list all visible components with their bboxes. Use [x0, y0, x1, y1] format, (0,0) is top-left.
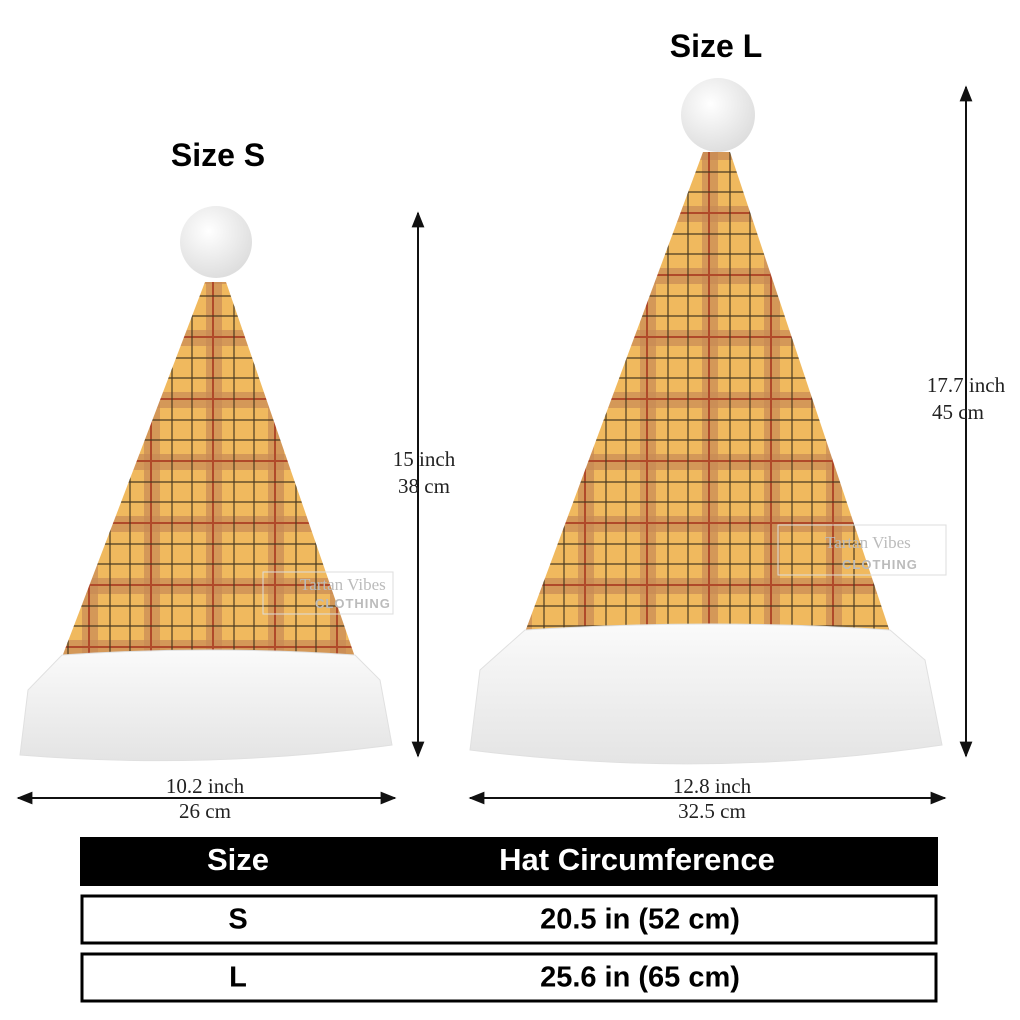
- size-table: Size Hat Circumference S 20.5 in (52 cm)…: [80, 837, 938, 1003]
- watermark-box: [262, 571, 394, 615]
- hat-cone: [62, 282, 355, 657]
- height-label: 17.7 inch: [927, 373, 1006, 397]
- width-label: 12.8 inch: [673, 774, 752, 798]
- table-cell: 25.6 in (65 cm): [540, 962, 740, 994]
- pompom: [681, 78, 755, 152]
- watermark: Tartan Vibes CLOTHING: [777, 524, 947, 576]
- table-header-cell: Hat Circumference: [499, 842, 775, 877]
- width-label: 26 cm: [179, 799, 231, 823]
- table-cell: 20.5 in (52 cm): [540, 904, 740, 936]
- fur-trim: [19, 649, 393, 762]
- watermark: Tartan Vibes CLOTHING: [262, 571, 394, 615]
- watermark-box: [777, 524, 947, 576]
- pompom: [180, 206, 252, 278]
- table-header-cell: Size: [207, 842, 269, 877]
- hat-cone: [525, 152, 890, 632]
- height-label: 15 inch: [393, 447, 456, 471]
- hat-title: Size S: [171, 137, 265, 173]
- table-row: [80, 952, 938, 1003]
- watermark-text: Tartan Vibes: [825, 533, 911, 552]
- table-cell: L: [229, 962, 247, 994]
- table-cell: S: [228, 904, 247, 936]
- table-row: [80, 894, 938, 945]
- hat-title: Size L: [670, 28, 762, 64]
- watermark-text: Tartan Vibes: [300, 575, 386, 594]
- watermark-text: CLOTHING: [315, 596, 391, 611]
- height-label: 38 cm: [398, 474, 450, 498]
- watermark-text: CLOTHING: [842, 557, 918, 572]
- fur-trim: [469, 623, 943, 765]
- height-label: 45 cm: [932, 400, 984, 424]
- table-header: [80, 837, 938, 886]
- width-label: 32.5 cm: [678, 799, 746, 823]
- width-label: 10.2 inch: [166, 774, 245, 798]
